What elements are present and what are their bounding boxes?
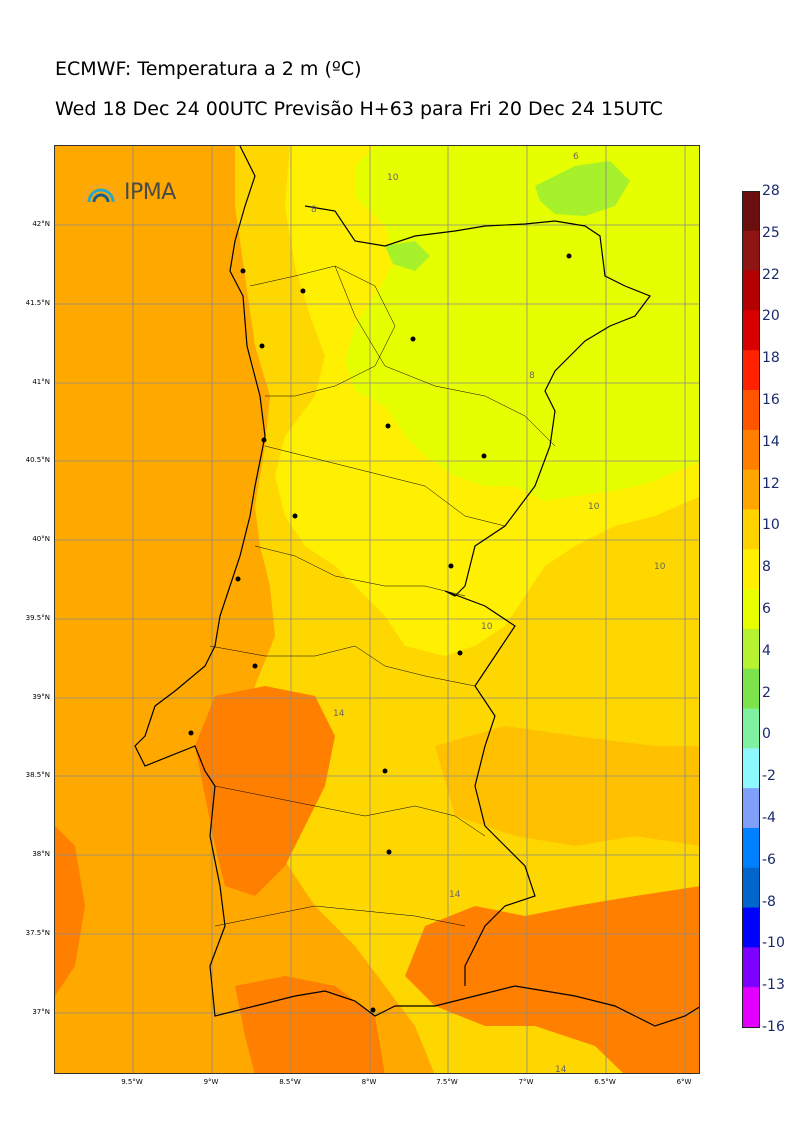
colorbar-segment [742, 270, 760, 311]
temp-band-14-16-south [405, 886, 699, 1073]
lat-label: 39°N [32, 693, 50, 701]
colorbar-tick-label: -6 [762, 851, 776, 868]
colorbar [742, 191, 760, 1028]
colorbar-tick-label: 14 [762, 433, 780, 450]
colorbar-segment [742, 429, 760, 471]
colorbar-segment [742, 310, 760, 351]
colorbar-tick-label: 28 [762, 183, 780, 199]
temp-band-6-8 [345, 146, 699, 501]
colorbar-tick-label: 25 [762, 224, 780, 241]
lon-label: 7°W [518, 1078, 534, 1086]
colorbar-segment [742, 947, 760, 988]
lat-label: 42°N [32, 220, 50, 228]
graticule [55, 146, 699, 1073]
colorbar-segment [742, 191, 760, 232]
map-canvas: 6 10 8 8 10 10 10 14 14 14 [55, 146, 699, 1074]
contour-label: 10 [588, 502, 600, 512]
temp-band-12-14-interior [435, 726, 699, 846]
contour-label: 10 [481, 622, 493, 632]
contour-label: 10 [387, 173, 399, 183]
temp-band-14-16-coast [235, 976, 385, 1073]
colorbar-tick-label: 18 [762, 350, 780, 367]
colorbar-segment [742, 469, 760, 510]
ipma-logo-text: IPMA [124, 180, 176, 205]
lat-label: 41°N [32, 378, 50, 386]
city-points [188, 253, 572, 1013]
colorbar-frame [742, 191, 760, 1028]
colorbar-segment [742, 987, 760, 1028]
colorbar-tick-label: 20 [762, 308, 780, 325]
lat-label: 39.5°N [25, 614, 50, 622]
colorbar-tick-label: 12 [762, 475, 780, 492]
contour-label: 14 [333, 709, 345, 719]
portugal-coastline [134, 146, 699, 1027]
temperature-map: 6 10 8 8 10 10 10 14 14 14 [54, 145, 700, 1074]
temp-band-14-16-west [195, 686, 335, 896]
colorbar-tick-label: 6 [762, 601, 771, 617]
contour-label: 14 [555, 1065, 567, 1074]
colorbar-tick-label: -10 [762, 935, 785, 952]
colorbar-segment [742, 628, 760, 670]
colorbar-segment [742, 350, 760, 391]
lon-label: 8°W [361, 1078, 377, 1086]
lon-label: 8.5°W [279, 1078, 301, 1086]
lat-label: 38°N [32, 850, 50, 858]
temp-band-14-16-southwest [55, 826, 85, 996]
colorbar-tick-label: 4 [762, 642, 771, 659]
colorbar-tick-label: -8 [762, 893, 776, 910]
ipma-rainbow-logo-icon [82, 183, 120, 202]
contour-label: 8 [529, 371, 535, 381]
colorbar-segment [742, 230, 760, 272]
spain-portugal-border [304, 205, 651, 986]
chart-subtitle: Wed 18 Dec 24 00UTC Previsão H+63 para F… [55, 98, 663, 120]
contour-label: 6 [573, 152, 579, 162]
lat-label: 37.5°N [25, 929, 50, 937]
colorbar-segment [742, 788, 760, 829]
colorbar-segment [742, 708, 760, 749]
colorbar-tick-label: 22 [762, 266, 780, 283]
colorbar-segment [742, 668, 760, 710]
chart-title: ECMWF: Temperatura a 2 m (ºC) [55, 58, 362, 80]
colorbar-tick-label: 10 [762, 517, 780, 534]
contour-label-group: 6 10 8 8 10 10 10 14 14 14 [311, 152, 666, 1074]
contour-label: 10 [654, 562, 666, 572]
district-borders [209, 265, 556, 927]
colorbar-segment [742, 748, 760, 789]
contour-label: 8 [311, 205, 317, 215]
colorbar-tick-label: 0 [762, 726, 771, 743]
colorbar-segment [742, 390, 760, 431]
colorbar-segment [742, 509, 760, 550]
lat-label: 37°N [32, 1008, 50, 1016]
colorbar-tick-label: -13 [762, 977, 785, 994]
lat-label: 40.5°N [25, 456, 50, 464]
colorbar-segment [742, 827, 760, 869]
lat-label: 38.5°N [25, 771, 50, 779]
lon-label: 9°W [203, 1078, 219, 1086]
lat-label: 40°N [32, 535, 50, 543]
lon-label: 6°W [676, 1078, 692, 1086]
lon-label: 7.5°W [436, 1078, 458, 1086]
lon-label: 6.5°W [594, 1078, 616, 1086]
lat-label: 41.5°N [25, 299, 50, 307]
colorbar-tick-label: 2 [762, 684, 771, 701]
colorbar-segment [742, 589, 760, 630]
colorbar-segment [742, 549, 760, 590]
colorbar-tick-label: 16 [762, 392, 780, 408]
colorbar-segment [742, 867, 760, 909]
ipma-logo: IPMA [82, 180, 176, 205]
colorbar-tick-label: -16 [762, 1019, 785, 1035]
temp-band-4-6-b [385, 241, 430, 271]
colorbar-tick-label: 8 [762, 559, 771, 576]
colorbar-segment [742, 907, 760, 948]
colorbar-tick-label: -2 [762, 768, 776, 785]
colorbar-tick-label: -4 [762, 810, 776, 826]
lon-label: 9.5°W [121, 1078, 143, 1086]
contour-label: 14 [449, 890, 461, 900]
